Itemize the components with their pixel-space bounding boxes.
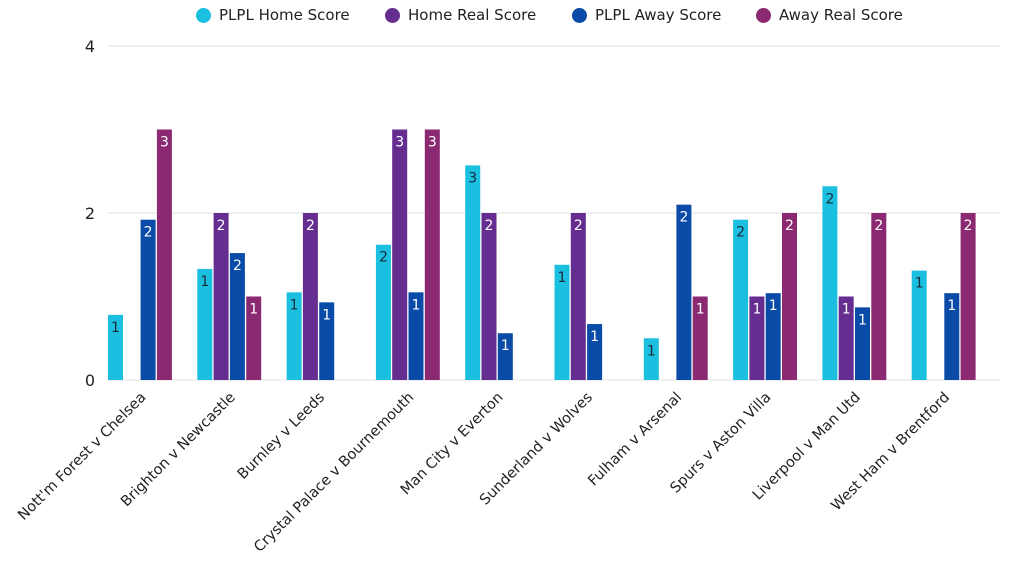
legend-swatch-icon: [385, 7, 400, 23]
bar: [871, 213, 887, 380]
bar: [197, 268, 213, 380]
bar: [782, 213, 797, 380]
bar: [554, 264, 570, 380]
bar-data-label: 1: [915, 276, 924, 292]
bar-data-label: 2: [574, 218, 583, 234]
bar-data-label: 1: [200, 274, 209, 290]
x-category-label: Man City v Everton: [398, 390, 507, 499]
legend-item[interactable]: PLPL Away Score: [572, 4, 721, 26]
bar: [319, 302, 335, 380]
bar: [643, 338, 659, 380]
y-tick-label: 0: [85, 371, 95, 390]
bar: [392, 129, 408, 380]
bar: [213, 213, 229, 380]
bar-data-label: 1: [752, 302, 761, 318]
bar: [481, 213, 497, 380]
bar: [822, 186, 838, 380]
x-category-label: Crystal Palace v Bournemouth: [251, 390, 417, 556]
legend-label: PLPL Away Score: [595, 6, 722, 24]
bar-data-label: 3: [468, 170, 477, 186]
bar-data-label: 1: [947, 298, 956, 314]
legend-item[interactable]: Home Real Score: [385, 4, 536, 26]
bar: [960, 213, 976, 380]
legend-swatch-icon: [196, 7, 211, 23]
bar-data-label: 3: [395, 135, 404, 151]
legend-swatch-icon: [756, 7, 771, 23]
bar-data-label: 3: [428, 135, 437, 151]
bar: [765, 293, 781, 380]
bar-data-label: 2: [874, 218, 883, 234]
bar: [375, 244, 391, 380]
bar-data-label: 1: [322, 307, 331, 323]
bar: [733, 219, 749, 380]
bar-data-label: 3: [160, 135, 169, 151]
bar: [424, 129, 440, 380]
bar-data-label: 1: [249, 302, 258, 318]
bar-data-label: 2: [485, 218, 494, 234]
legend-item[interactable]: PLPL Home Score: [196, 4, 350, 26]
x-category-label: Burnley v Leeds: [235, 390, 328, 483]
bar: [838, 296, 854, 380]
bar: [749, 296, 765, 380]
x-category-label: Spurs v Aston Villa: [668, 390, 775, 497]
bar: [911, 270, 927, 380]
legend-item[interactable]: Away Real Score: [756, 4, 903, 26]
bar-data-label: 2: [144, 225, 153, 241]
bar-data-label: 2: [736, 225, 745, 241]
bar: [229, 253, 245, 380]
bar: [570, 213, 586, 380]
legend-label: PLPL Home Score: [219, 6, 350, 24]
bar: [408, 292, 424, 380]
bar: [676, 204, 692, 380]
bar: [108, 314, 123, 380]
bar: [465, 165, 481, 380]
bar: [692, 296, 708, 380]
bar: [944, 293, 960, 380]
bar-data-label: 1: [842, 302, 851, 318]
bar-data-label: 1: [290, 297, 299, 313]
bar-data-label: 2: [785, 218, 794, 234]
legend-label: Away Real Score: [779, 6, 903, 24]
bar: [156, 129, 172, 380]
bar-data-label: 2: [964, 218, 973, 234]
bar-data-label: 2: [306, 218, 315, 234]
x-category-label: Fulham v Arsenal: [585, 390, 685, 490]
legend-swatch-icon: [572, 7, 587, 23]
bar-data-label: 2: [825, 191, 834, 207]
bar-data-label: 1: [501, 338, 510, 354]
bar-data-label: 1: [696, 302, 705, 318]
bar-data-label: 1: [769, 298, 778, 314]
bar-data-label: 1: [590, 329, 599, 345]
bar-data-label: 2: [217, 218, 226, 234]
y-tick-label: 2: [85, 204, 95, 223]
bar-data-label: 2: [233, 258, 242, 274]
bar: [140, 219, 156, 380]
legend: PLPL Home Score Home Real Score PLPL Away …: [0, 4, 1024, 26]
bar: [302, 213, 318, 380]
bar: [497, 333, 513, 380]
bar-data-label: 1: [111, 320, 120, 336]
bar: [587, 324, 603, 380]
bar: [286, 292, 302, 380]
bar-data-label: 1: [647, 343, 656, 359]
legend-label: Home Real Score: [408, 6, 537, 24]
bar: [855, 307, 870, 380]
bar-data-label: 2: [379, 250, 388, 266]
bar-data-label: 1: [858, 312, 867, 328]
y-tick-label: 4: [85, 37, 95, 56]
bar-data-label: 2: [679, 210, 688, 226]
bar: [246, 296, 262, 380]
bar-data-label: 1: [558, 270, 567, 286]
bar-data-label: 1: [412, 297, 421, 313]
